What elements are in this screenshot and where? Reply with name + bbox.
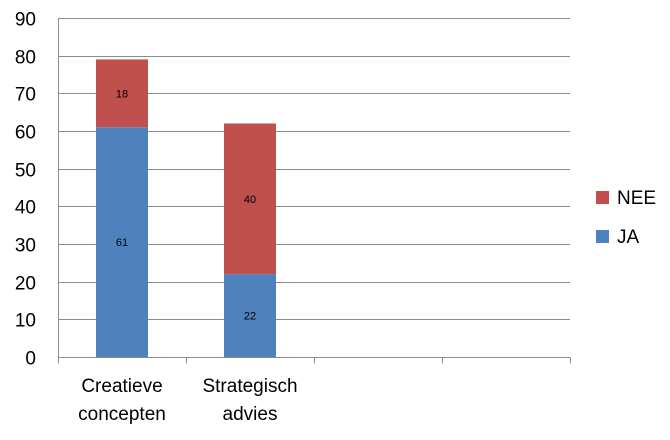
- category-label: Creatieve: [81, 376, 162, 397]
- y-tick-label: 60: [15, 123, 36, 144]
- legend-label-nee: NEE: [617, 188, 656, 209]
- y-tick-label: 30: [15, 236, 36, 257]
- legend: NEE JA: [596, 188, 656, 248]
- category-label: Strategisch: [202, 376, 297, 397]
- y-tick-label: 10: [15, 311, 36, 332]
- y-tick-label: 40: [15, 198, 36, 219]
- y-tick-label: 20: [15, 274, 36, 295]
- data-labels: 61 18 22 40: [116, 88, 256, 322]
- data-label: 40: [244, 194, 256, 206]
- bar-segment-nee: [96, 59, 148, 128]
- bar-segment-ja: [224, 274, 276, 357]
- bar-segment-nee: [224, 123, 276, 275]
- y-tick-label: 90: [15, 10, 36, 31]
- legend-swatch-ja: [596, 230, 609, 243]
- category-label: advies: [223, 404, 278, 425]
- y-tick-label: 0: [25, 349, 36, 370]
- y-tick-label: 70: [15, 85, 36, 106]
- category-label: concepten: [78, 404, 166, 425]
- y-tick-label: 80: [15, 48, 36, 69]
- y-axis-tick-labels: 0 10 20 30 40 50 60 70 80 90: [15, 10, 36, 370]
- data-label: 61: [116, 237, 128, 249]
- bars: [96, 59, 276, 357]
- x-axis-category-labels: Creatieve concepten Strategisch advies: [78, 376, 297, 425]
- legend-label-ja: JA: [617, 227, 640, 248]
- data-label: 18: [116, 88, 128, 100]
- y-tick-label: 50: [15, 161, 36, 182]
- data-label: 22: [244, 311, 256, 323]
- bar-segment-ja: [96, 127, 148, 357]
- legend-swatch-nee: [596, 191, 609, 204]
